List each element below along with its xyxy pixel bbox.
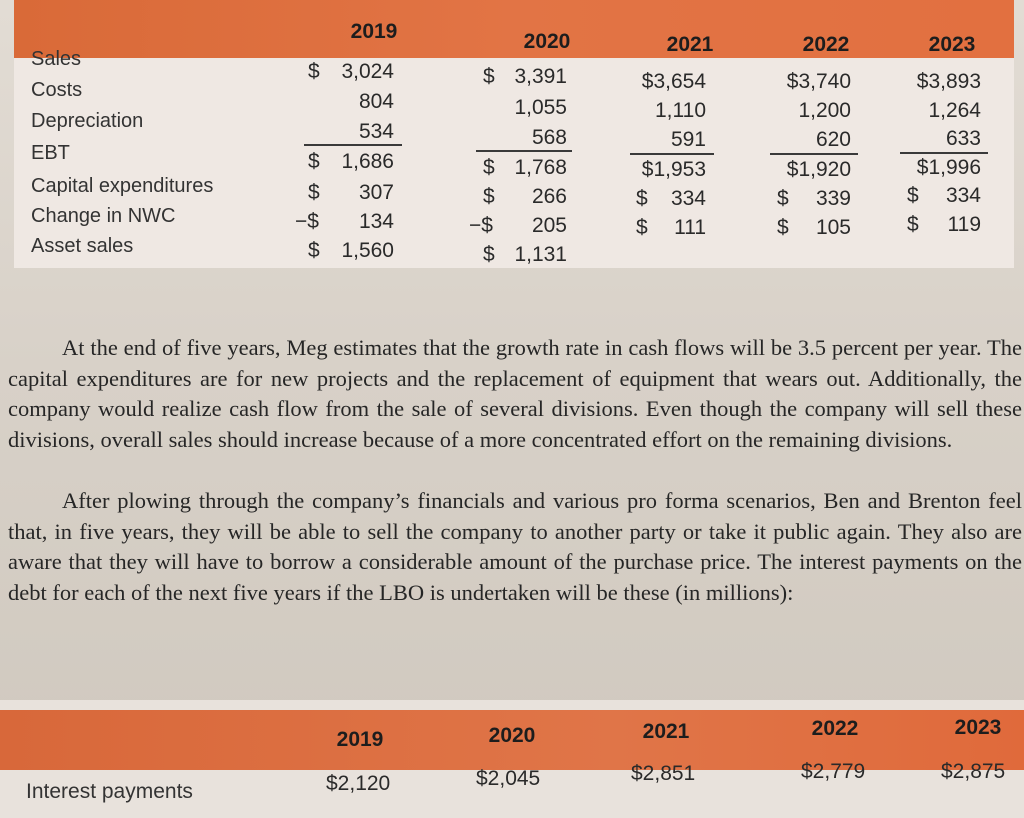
subtotal-rule: [900, 152, 988, 154]
year-header: 2019: [350, 20, 398, 43]
table-cell: $1,560: [308, 239, 394, 262]
interest-value: $2,779: [801, 760, 866, 783]
table-cell: $1,996: [916, 156, 981, 179]
year-header: 2021: [666, 33, 714, 56]
table-cell: $334: [636, 187, 706, 210]
year-header: 2021: [642, 720, 690, 743]
row-label-ebt: EBT: [31, 142, 70, 164]
table-cell: $3,893: [916, 70, 981, 93]
table-cell: $105: [777, 216, 851, 239]
row-label-sales: Sales: [31, 48, 82, 70]
year-header: 2022: [811, 717, 859, 740]
table-cell: $3,024: [308, 60, 394, 83]
table-cell: $339: [777, 187, 851, 210]
subtotal-rule: [476, 150, 572, 152]
year-header: 2019: [336, 728, 384, 751]
projection-table-header: 2019 2020 2021 2022 2023: [14, 0, 1014, 58]
table-cell: 591: [670, 128, 706, 151]
year-header: 2023: [928, 33, 976, 56]
row-label-nwc: Change in NWC: [31, 205, 176, 227]
year-header: 2020: [523, 30, 571, 53]
subtotal-rule: [630, 153, 714, 155]
interest-value: $2,120: [326, 772, 391, 795]
paragraph-text: At the end of five years, Meg estimates …: [8, 335, 1022, 452]
table-cell: 568: [531, 126, 567, 149]
subtotal-rule: [304, 144, 402, 146]
table-cell: 804: [358, 90, 394, 113]
year-header: 2023: [954, 716, 1002, 739]
table-cell: $111: [636, 216, 706, 239]
row-label-depreciation: Depreciation: [31, 110, 144, 132]
interest-table-header: 2019 2020 2021 2022 2023: [0, 710, 1024, 770]
table-cell: 1,055: [514, 96, 567, 119]
table-cell: $119: [907, 213, 981, 236]
interest-value: $2,875: [941, 760, 1006, 783]
projection-table: 2019 2020 2021 2022 2023 Sales Costs Dep…: [14, 0, 1014, 268]
table-cell: 1,110: [655, 99, 706, 122]
table-cell: $266: [483, 185, 567, 208]
paragraph-text: After plowing through the company’s fina…: [8, 488, 1022, 605]
interest-table: 2019 2020 2021 2022 2023 Interest paymen…: [0, 700, 1024, 818]
table-cell: $1,953: [641, 158, 706, 181]
table-cell: $1,686: [308, 150, 394, 173]
table-cell: 633: [945, 127, 981, 150]
table-cell: $334: [907, 184, 981, 207]
interest-value: $2,045: [476, 767, 541, 790]
row-label-interest: Interest payments: [26, 780, 193, 803]
table-cell: 1,200: [798, 99, 851, 122]
table-cell: $3,654: [641, 70, 706, 93]
table-cell: −$ 134: [295, 210, 394, 233]
table-cell: $3,391: [483, 65, 567, 88]
table-cell: 620: [815, 128, 851, 151]
subtotal-rule: [770, 153, 858, 155]
year-header: 2022: [802, 33, 850, 56]
paragraph-growth-rate: At the end of five years, Meg estimates …: [8, 333, 1022, 455]
row-label-asset-sales: Asset sales: [31, 235, 134, 257]
table-cell: $3,740: [786, 70, 851, 93]
row-label-capex: Capital expenditures: [31, 175, 214, 197]
row-label-costs: Costs: [31, 79, 83, 101]
paragraph-interest-payments: After plowing through the company’s fina…: [8, 486, 1022, 608]
table-cell: $1,768: [483, 156, 567, 179]
table-cell: 1,264: [928, 99, 981, 122]
table-cell: $1,131: [483, 243, 567, 266]
interest-value: $2,851: [631, 762, 696, 785]
table-cell: $1,920: [786, 158, 851, 181]
year-header: 2020: [488, 724, 536, 747]
table-cell: −$ 205: [469, 214, 567, 237]
table-cell: $307: [308, 181, 394, 204]
table-cell: 534: [358, 120, 394, 143]
